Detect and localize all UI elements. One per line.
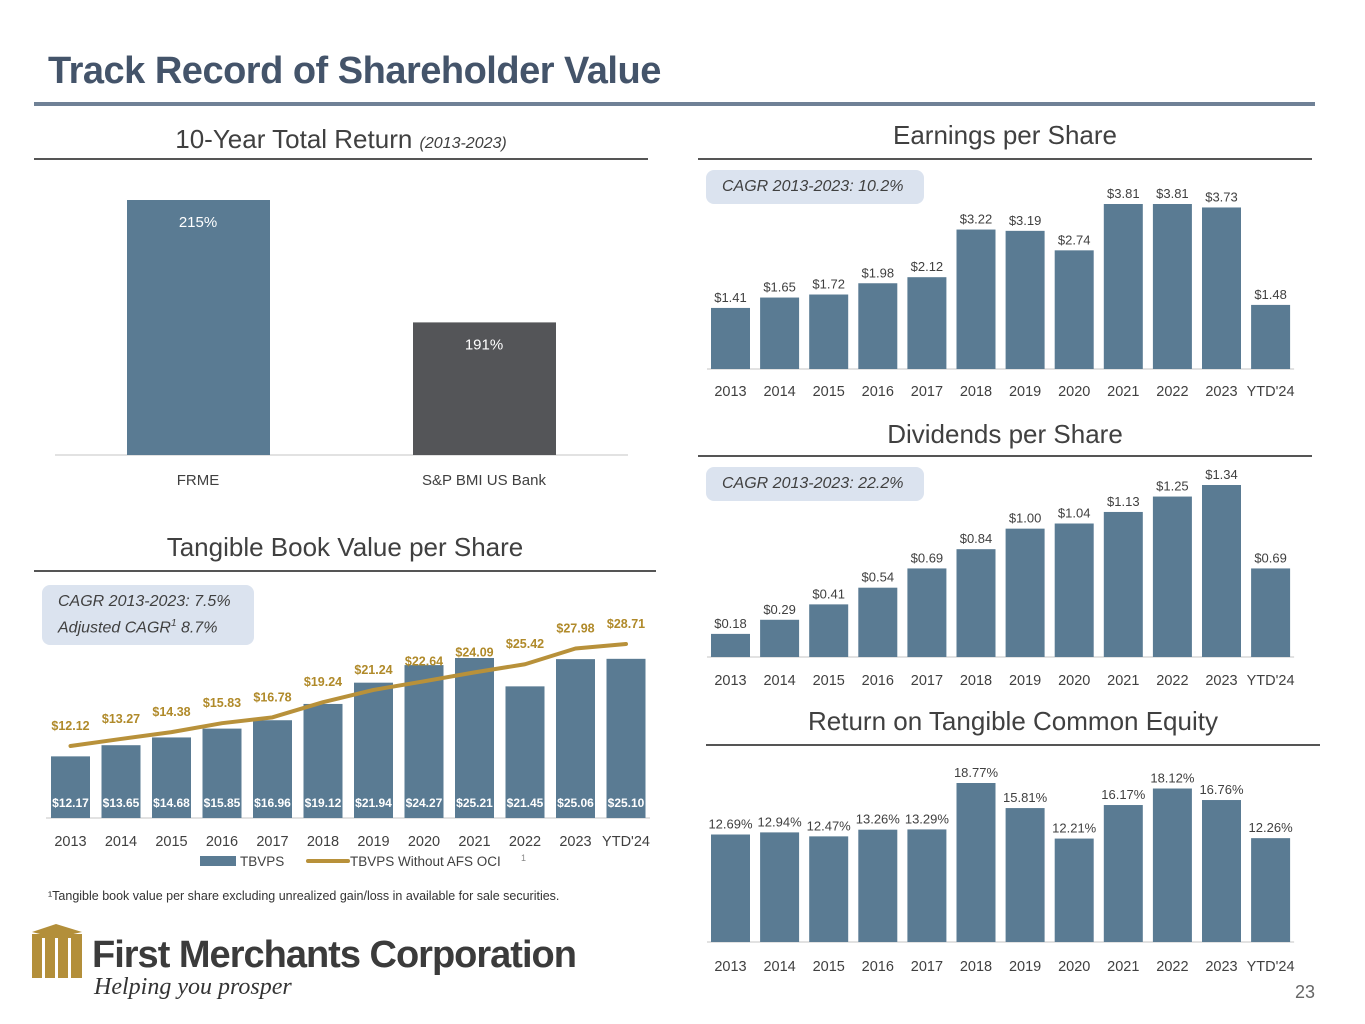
tbvps-adjusted-cagr-line: Adjusted CAGR1 8.7% <box>58 613 238 639</box>
company-tagline: Helping you prosper <box>94 974 292 1000</box>
adjusted-cagr-value: 8.7% <box>176 619 218 637</box>
total-return-title-text: 10-Year Total Return <box>175 124 413 154</box>
eps-divider <box>698 158 1312 160</box>
eps-title: Earnings per Share <box>892 120 1118 150</box>
rotce-divider <box>706 744 1320 746</box>
tbvps-cagr-line: CAGR 2013-2023: 7.5% <box>58 593 231 610</box>
eps-cagr-callout: CAGR 2013-2023: 10.2% <box>706 170 924 204</box>
dps-title: Dividends per Share <box>887 419 1123 449</box>
dps-cagr-callout: CAGR 2013-2023: 22.2% <box>706 467 924 501</box>
page-number: 23 <box>1294 982 1315 1002</box>
title-divider <box>34 102 1315 106</box>
dps-divider <box>698 455 1312 457</box>
logo-building-icon <box>32 924 82 978</box>
footnote-marker: 1 <box>170 618 177 629</box>
company-name: First Merchants Corporation <box>92 934 577 976</box>
tbvps-divider <box>34 570 656 572</box>
total-return-title: 10-Year Total Return (2013-2023) <box>34 124 648 155</box>
tbvps-title: Tangible Book Value per Share <box>166 532 524 562</box>
total-return-subtitle: (2013-2023) <box>419 135 507 152</box>
total-return-divider <box>34 158 648 160</box>
footnote: ¹Tangible book value per share excluding… <box>48 889 560 903</box>
adjusted-cagr-label: Adjusted CAGR <box>58 619 171 637</box>
rotce-title: Return on Tangible Common Equity <box>808 706 1218 736</box>
page-title: Track Record of Shareholder Value <box>48 50 661 92</box>
tbvps-cagr-callout: CAGR 2013-2023: 7.5% Adjusted CAGR1 8.7% <box>42 585 254 646</box>
